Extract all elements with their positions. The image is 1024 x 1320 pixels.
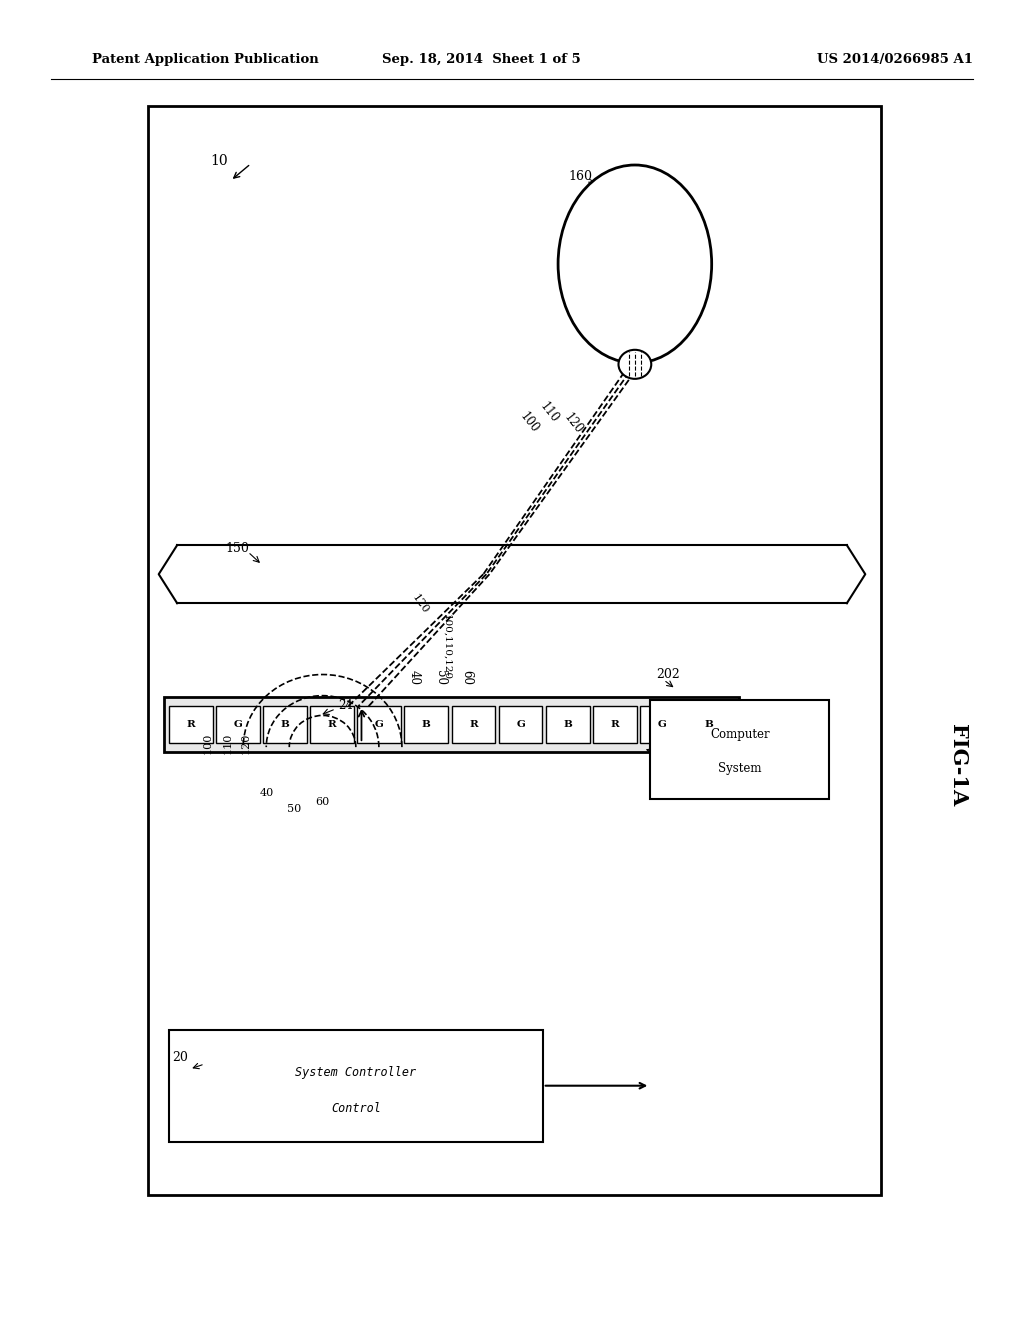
- Text: 50: 50: [434, 671, 447, 685]
- Bar: [593, 706, 637, 743]
- Text: 30: 30: [671, 748, 687, 762]
- Text: 60: 60: [315, 797, 330, 808]
- Text: System Controller: System Controller: [295, 1065, 417, 1078]
- Bar: [452, 706, 496, 743]
- Bar: [216, 706, 260, 743]
- Text: G: G: [657, 721, 667, 729]
- Text: Computer: Computer: [710, 727, 770, 741]
- Circle shape: [558, 165, 712, 363]
- Text: 40: 40: [408, 671, 421, 685]
- Text: 202: 202: [656, 668, 680, 681]
- Text: 110: 110: [222, 733, 232, 755]
- Text: B: B: [705, 721, 714, 729]
- Text: R: R: [469, 721, 478, 729]
- Text: 100: 100: [517, 411, 541, 436]
- Text: FIG-1A: FIG-1A: [948, 725, 969, 807]
- Text: 100,110,120: 100,110,120: [442, 614, 452, 680]
- Text: 50: 50: [287, 804, 301, 814]
- Text: B: B: [422, 721, 431, 729]
- Text: R: R: [328, 721, 337, 729]
- Text: 150: 150: [225, 541, 249, 554]
- Text: B: B: [281, 721, 290, 729]
- Text: System: System: [718, 763, 762, 775]
- Text: Control: Control: [331, 1102, 381, 1114]
- Bar: [263, 706, 307, 743]
- Bar: [357, 706, 401, 743]
- Bar: [169, 1030, 543, 1142]
- Text: Patent Application Publication: Patent Application Publication: [92, 53, 318, 66]
- Text: 24: 24: [338, 698, 353, 711]
- Bar: [640, 706, 684, 743]
- Bar: [687, 706, 731, 743]
- Text: Sep. 18, 2014  Sheet 1 of 5: Sep. 18, 2014 Sheet 1 of 5: [382, 53, 581, 66]
- Text: 10: 10: [210, 154, 227, 168]
- Text: G: G: [516, 721, 525, 729]
- Bar: [148, 106, 881, 1195]
- Text: 110: 110: [538, 400, 561, 425]
- Text: 40: 40: [260, 788, 274, 799]
- Bar: [169, 706, 213, 743]
- Text: 120: 120: [561, 411, 585, 436]
- Bar: [650, 700, 829, 799]
- Text: 120: 120: [241, 733, 251, 755]
- Text: B: B: [563, 721, 572, 729]
- Text: 120: 120: [410, 593, 430, 616]
- Text: US 2014/0266985 A1: US 2014/0266985 A1: [817, 53, 973, 66]
- Text: G: G: [233, 721, 243, 729]
- Text: 100: 100: [203, 733, 213, 755]
- Text: 20: 20: [172, 1051, 188, 1064]
- Bar: [546, 706, 590, 743]
- Bar: [310, 706, 354, 743]
- Bar: [164, 697, 739, 752]
- Text: R: R: [186, 721, 196, 729]
- Text: 160: 160: [568, 169, 592, 182]
- Text: 60: 60: [460, 671, 473, 685]
- Text: R: R: [610, 721, 620, 729]
- Ellipse shape: [618, 350, 651, 379]
- Text: G: G: [375, 721, 384, 729]
- Bar: [404, 706, 449, 743]
- Bar: [499, 706, 543, 743]
